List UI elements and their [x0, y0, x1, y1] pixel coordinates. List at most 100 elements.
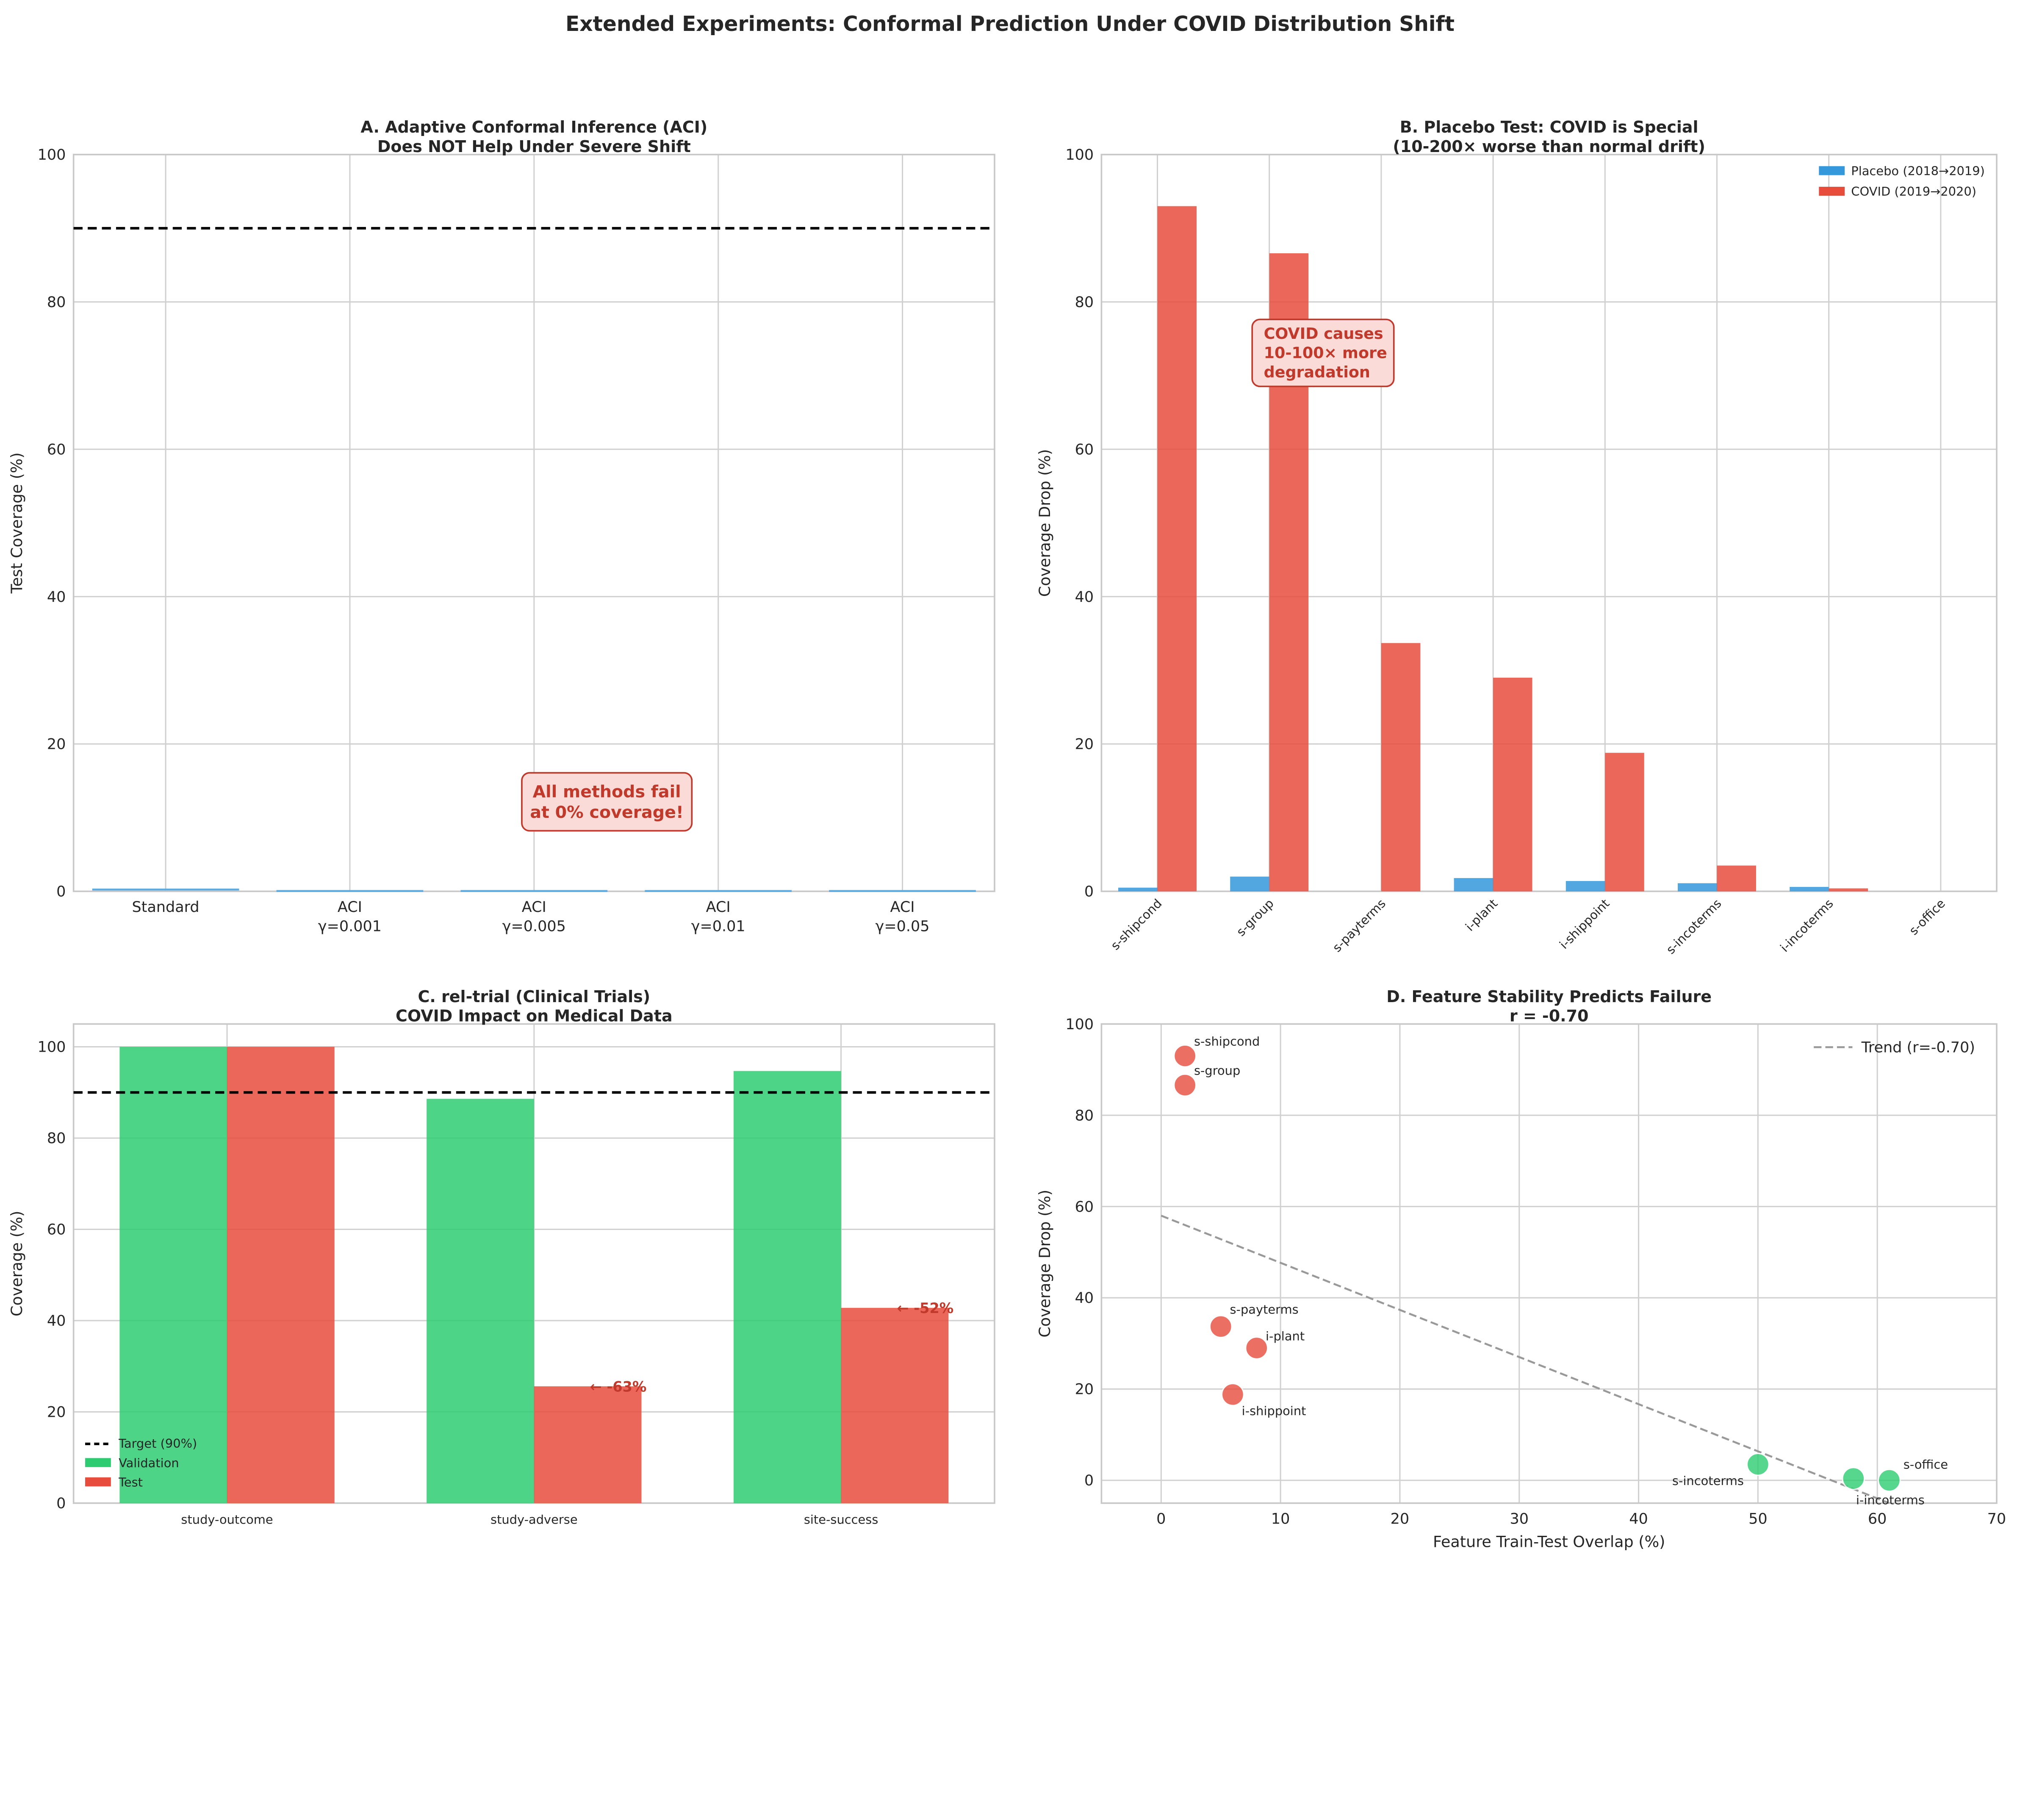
legend-label: COVID (2019→2020): [1851, 184, 1976, 199]
x-tick-label: 30: [1510, 1511, 1529, 1528]
y-tick-label: 20: [47, 1404, 66, 1421]
y-tick-label: 40: [47, 1313, 66, 1330]
bar-covid: [1381, 643, 1421, 892]
axes-frame: [1100, 154, 1998, 892]
legend-swatch: [1819, 186, 1845, 196]
trend-line: [1161, 1215, 1890, 1504]
x-tick-label: γ=0.05: [876, 918, 930, 935]
y-tick-label: 80: [47, 294, 66, 311]
legend-label: Placebo (2018→2019): [1851, 164, 1985, 178]
x-axis-label: Feature Train-Test Overlap (%): [1433, 1532, 1665, 1551]
y-tick-label: 60: [1075, 441, 1094, 458]
panel-title: r = -0.70: [1510, 1007, 1589, 1025]
y-tick-label: 80: [1075, 1107, 1094, 1124]
y-tick-label: 0: [1084, 1472, 1094, 1489]
annotation-text: at 0% coverage!: [530, 803, 684, 822]
point-s-shipcond: [1173, 1044, 1197, 1068]
legend-label: Target (90%): [118, 1436, 197, 1451]
legend-label: Test: [118, 1475, 143, 1489]
bar-validation: [733, 1071, 841, 1503]
bar-covid: [1717, 865, 1756, 892]
y-tick-label: 0: [1084, 884, 1094, 900]
x-tick-label: 50: [1748, 1511, 1767, 1528]
x-tick-label: site-success: [804, 1513, 878, 1527]
bar: [92, 888, 239, 891]
x-tick-label: s-office: [1906, 896, 1948, 938]
legend-swatch: [85, 1477, 111, 1487]
x-tick-label: study-outcome: [181, 1513, 273, 1527]
bar-placebo: [1790, 886, 1829, 892]
point-label: i-shippoint: [1242, 1404, 1306, 1418]
annotation-text: All methods fail: [533, 782, 681, 801]
x-tick-label: ACI: [522, 899, 546, 916]
x-tick-label: 20: [1391, 1511, 1410, 1528]
panel-a: 0 20 40 60 80 100 Standard ACI γ=0.001 ACI γ=0.005…: [8, 118, 995, 935]
suptitle: Extended Experiments: Conformal Predicti…: [565, 12, 1455, 36]
y-tick-label: 20: [1075, 736, 1094, 753]
bar-test: [534, 1386, 642, 1503]
bar-covid: [1829, 888, 1868, 892]
bar-covid: [1157, 206, 1197, 892]
x-tick-label: s-shipcond: [1108, 896, 1165, 953]
y-tick-label: 0: [56, 1495, 66, 1512]
panel-title: C. rel-trial (Clinical Trials): [418, 987, 650, 1006]
x-tick-label: 40: [1629, 1511, 1648, 1528]
legend-swatch: [1819, 166, 1845, 175]
y-tick-label: 40: [47, 589, 66, 606]
point-label: i-incoterms: [1856, 1493, 1925, 1507]
annotation-box: [521, 772, 693, 832]
x-tick-label: γ=0.001: [318, 918, 382, 935]
drop-annotation: ← -52%: [897, 1300, 954, 1316]
x-tick-label: 70: [1987, 1511, 2006, 1528]
x-tick-label: ACI: [890, 899, 915, 916]
point-s-office: [1877, 1468, 1901, 1492]
annotation-box: [1251, 319, 1395, 388]
y-axis-label: Test Coverage (%): [8, 452, 26, 594]
x-tick-label: γ=0.01: [691, 918, 745, 935]
y-tick-label: 20: [1075, 1381, 1094, 1398]
point-label: s-payterms: [1230, 1302, 1299, 1317]
bar-placebo: [1454, 878, 1494, 892]
y-tick-label: 80: [1075, 294, 1094, 311]
x-tick-label: study-adverse: [490, 1513, 578, 1527]
x-tick-label: ACI: [338, 899, 362, 916]
y-axis-label: Coverage Drop (%): [1036, 1190, 1054, 1338]
panel-title: B. Placebo Test: COVID is Special: [1400, 118, 1699, 136]
panel-title: A. Adaptive Conformal Inference (ACI): [360, 118, 707, 136]
panel-title: COVID Impact on Medical Data: [396, 1007, 673, 1025]
bar: [276, 890, 424, 892]
bar: [460, 890, 608, 892]
point-label: s-incoterms: [1672, 1474, 1744, 1488]
point-i-shippoint: [1221, 1383, 1244, 1406]
y-tick-label: 60: [1075, 1199, 1094, 1216]
legend-swatch: [85, 1458, 111, 1467]
bar-placebo: [1566, 881, 1605, 892]
x-tick-label: 0: [1156, 1511, 1166, 1528]
legend-label: Trend (r=-0.70): [1861, 1039, 1975, 1056]
y-tick-label: 40: [1075, 589, 1094, 606]
point-i-plant: [1245, 1336, 1269, 1360]
y-tick-label: 100: [1065, 1016, 1094, 1033]
x-tick-label: i-incoterms: [1777, 896, 1836, 955]
y-tick-label: 60: [47, 441, 66, 458]
bar-test: [227, 1047, 335, 1503]
x-tick-label: i-plant: [1463, 896, 1500, 934]
bar-validation: [119, 1047, 227, 1503]
panel-c: 0 20 40 60 80 100 study-outcome study-adverse si…: [8, 987, 995, 1527]
point-label: s-group: [1194, 1064, 1240, 1078]
y-tick-label: 40: [1075, 1290, 1094, 1307]
point-i-incoterms: [1842, 1467, 1865, 1490]
y-tick-label: 100: [1065, 147, 1094, 163]
bar-placebo: [1677, 883, 1717, 892]
point-label: s-shipcond: [1194, 1034, 1260, 1049]
y-tick-label: 100: [38, 147, 66, 163]
bar-placebo: [1230, 876, 1269, 892]
panel-title: D. Feature Stability Predicts Failure: [1386, 987, 1712, 1006]
bar-placebo: [1118, 887, 1158, 892]
panel-d: 0 20 40 60 80 100 0 10 20 30 40 50 60 70 D. Feature St…: [1036, 987, 2006, 1551]
x-tick-label: s-incoterms: [1663, 896, 1724, 957]
panel-b: 0 20 40 60 80 100 s-shipcond s-group s-payterms i…: [1036, 118, 1998, 957]
axes-frame: [1100, 1023, 1998, 1504]
annotation-text: degradation: [1264, 363, 1370, 381]
